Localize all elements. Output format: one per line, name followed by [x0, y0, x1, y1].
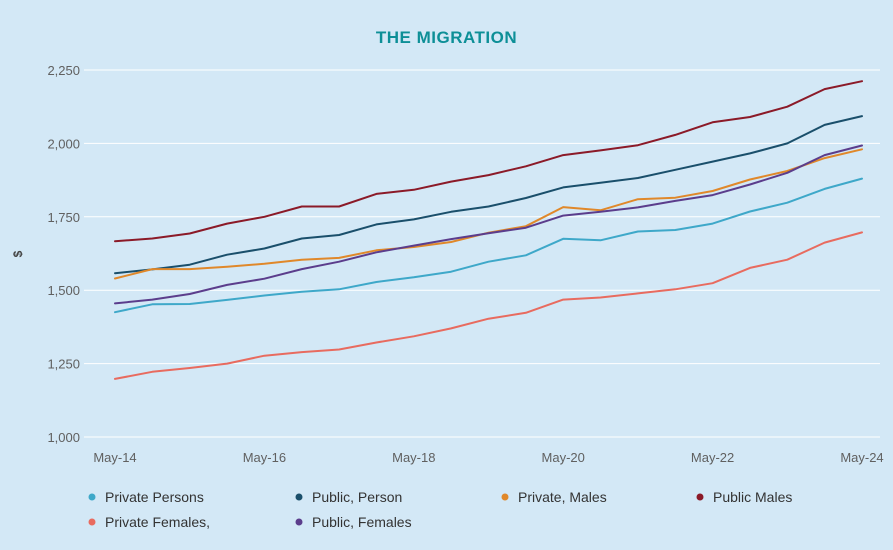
legend-marker — [696, 493, 704, 501]
legend-label: Private Persons — [105, 489, 204, 505]
legend-label: Public, Females — [312, 514, 412, 530]
series-line — [114, 115, 863, 275]
y-axis: 1,000 1,250 1,500 1,750 2,000 2,250 — [47, 63, 80, 445]
x-tick-label: May-24 — [840, 450, 883, 465]
legend-marker — [88, 518, 96, 526]
series-line — [114, 177, 863, 314]
y-tick-label: 1,750 — [47, 210, 80, 225]
y-tick-label: 1,500 — [47, 283, 80, 298]
gridlines — [84, 69, 880, 438]
x-tick-label: May-18 — [392, 450, 435, 465]
legend-label: Private Females, — [105, 514, 210, 530]
legend-marker — [295, 493, 303, 501]
series-line — [114, 148, 863, 280]
legend-marker — [88, 493, 96, 501]
legend-label: Private, Males — [518, 489, 607, 505]
y-tick-label: 2,000 — [47, 136, 80, 151]
series-line — [114, 144, 863, 305]
y-tick-label: 1,250 — [47, 357, 80, 372]
x-tick-label: May-16 — [243, 450, 286, 465]
legend: Private Persons Public, Person Private, Ma… — [88, 489, 792, 530]
brand-logo: THE MIGRATION — [375, 28, 518, 47]
x-tick-label: May-22 — [691, 450, 734, 465]
y-axis-label: $ — [11, 250, 25, 257]
legend-label: Public Males — [713, 489, 792, 505]
series-lines — [114, 80, 863, 380]
series-line — [114, 80, 863, 243]
legend-marker — [501, 493, 509, 501]
series-line — [114, 231, 863, 380]
legend-label: Public, Person — [312, 489, 402, 505]
legend-marker — [295, 518, 303, 526]
y-tick-label: 2,250 — [47, 63, 80, 78]
x-tick-label: May-20 — [542, 450, 585, 465]
y-tick-label: 1,000 — [47, 430, 80, 445]
x-tick-label: May-14 — [93, 450, 136, 465]
x-axis: May-14 May-16 May-18 May-20 May-22 May-24 — [93, 450, 883, 465]
